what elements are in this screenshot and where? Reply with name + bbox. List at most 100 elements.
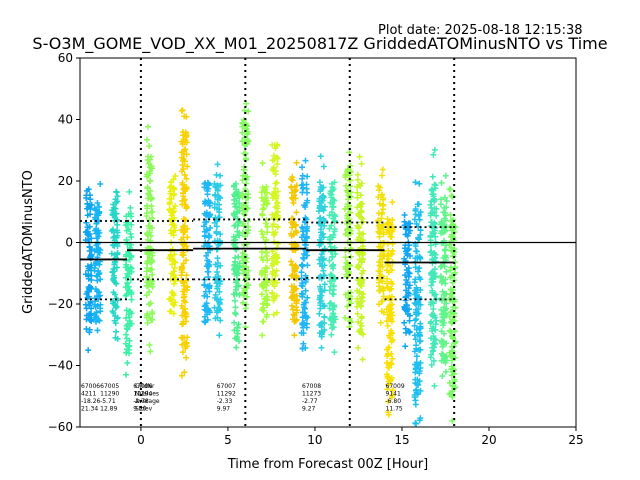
stats-label: -6.80 bbox=[386, 398, 402, 405]
cluster-markers bbox=[143, 123, 156, 355]
cluster-markers bbox=[288, 159, 300, 339]
cluster-markers bbox=[201, 179, 214, 326]
cluster-markers bbox=[108, 188, 121, 342]
y-tick-label: 60 bbox=[58, 51, 73, 65]
point-cluster bbox=[268, 141, 281, 318]
point-cluster bbox=[230, 180, 243, 351]
stats-label: 67006 bbox=[133, 383, 152, 390]
point-cluster bbox=[446, 186, 459, 424]
stats-label: 9.97 bbox=[217, 406, 231, 413]
cluster-markers bbox=[437, 172, 450, 379]
y-tick-label: −60 bbox=[48, 420, 73, 434]
stats-label: -2.78 bbox=[133, 398, 149, 405]
stats-label: 9141 bbox=[386, 391, 401, 398]
cluster-markers bbox=[91, 181, 104, 334]
cluster-markers bbox=[446, 186, 459, 424]
x-axis-label: Time from Forecast 00Z [Hour] bbox=[227, 457, 429, 472]
cluster-markers bbox=[211, 161, 224, 339]
point-cluster bbox=[427, 146, 440, 389]
x-tick-label: 15 bbox=[394, 433, 409, 447]
y-tick-label: 40 bbox=[58, 113, 73, 127]
stats-label: 67009 bbox=[386, 383, 405, 390]
x-axis-ticks: 0 5 10 15 20 25 bbox=[137, 427, 584, 447]
point-cluster bbox=[239, 100, 252, 331]
point-cluster bbox=[342, 149, 355, 330]
cluster-markers bbox=[82, 186, 95, 354]
scatter-points bbox=[82, 100, 459, 427]
point-cluster bbox=[108, 188, 121, 342]
stats-label: Stdev bbox=[135, 406, 153, 413]
stats-label: GridNr bbox=[135, 383, 155, 390]
cluster-markers bbox=[298, 157, 311, 352]
chart-title: S-O3M_GOME_VOD_XX_M01_20250817Z GriddedA… bbox=[32, 34, 608, 53]
stats-label: 4211 bbox=[81, 391, 96, 398]
cluster-markers bbox=[178, 107, 191, 379]
stats-label: -2.33 bbox=[217, 398, 233, 405]
stats-label: 21.34 bbox=[81, 406, 98, 413]
x-tick-label: 0 bbox=[137, 433, 145, 447]
stats-label: 9.20 bbox=[133, 406, 147, 413]
point-cluster bbox=[375, 166, 388, 326]
stats-label: 67008 bbox=[302, 383, 321, 390]
stats-label: NValues bbox=[135, 391, 159, 398]
stats-label: 12.89 bbox=[100, 406, 117, 413]
point-cluster bbox=[258, 160, 271, 339]
point-cluster bbox=[211, 161, 224, 339]
stats-label: -5.71 bbox=[100, 398, 116, 405]
cluster-markers bbox=[401, 212, 414, 350]
point-cluster bbox=[437, 172, 450, 379]
cluster-markers bbox=[375, 166, 388, 326]
stats-label: 11273 bbox=[302, 391, 321, 398]
stats-label: 67006 bbox=[81, 383, 100, 390]
x-tick-label: 10 bbox=[307, 433, 322, 447]
point-cluster bbox=[288, 159, 300, 339]
stats-label: -2.77 bbox=[302, 398, 318, 405]
point-cluster bbox=[91, 181, 104, 334]
stats-label: -18.26 bbox=[81, 398, 101, 405]
y-axis-label: GriddedATOMinusNTO bbox=[21, 170, 36, 314]
stat-lines bbox=[80, 58, 576, 427]
point-cluster bbox=[298, 157, 311, 352]
stats-label: Average bbox=[135, 398, 160, 405]
cluster-markers bbox=[122, 188, 135, 378]
point-cluster bbox=[82, 186, 95, 354]
cluster-markers bbox=[166, 173, 179, 317]
point-cluster bbox=[401, 212, 414, 350]
x-tick-label: 20 bbox=[481, 433, 496, 447]
cluster-markers bbox=[411, 179, 424, 427]
cluster-markers bbox=[326, 179, 339, 356]
point-cluster bbox=[201, 179, 214, 326]
x-tick-label: 25 bbox=[568, 433, 583, 447]
plot-date: Plot date: 2025-08-18 12:15:38 bbox=[378, 23, 583, 38]
y-tick-label: 0 bbox=[65, 236, 73, 250]
y-tick-label: −40 bbox=[48, 359, 73, 373]
cluster-markers bbox=[268, 141, 281, 318]
point-cluster bbox=[166, 173, 179, 317]
cluster-markers bbox=[354, 153, 367, 363]
stats-label: 11294 bbox=[133, 391, 152, 398]
point-cluster bbox=[411, 179, 424, 427]
y-tick-label: 20 bbox=[58, 174, 73, 188]
cluster-markers bbox=[427, 146, 440, 389]
point-cluster bbox=[122, 188, 135, 378]
point-cluster bbox=[178, 107, 191, 379]
stats-labels: 670064211-18.2621.346700511290-5.7112.89… bbox=[81, 383, 405, 413]
stats-label: 11.75 bbox=[386, 406, 403, 413]
y-tick-label: −20 bbox=[48, 297, 73, 311]
point-cluster bbox=[354, 153, 367, 363]
cluster-markers bbox=[258, 160, 271, 339]
cluster-markers bbox=[239, 100, 252, 331]
stats-label: 11292 bbox=[217, 391, 236, 398]
stats-label: 11290 bbox=[100, 391, 119, 398]
y-axis-ticks: −60 −40 −20 0 20 40 60 bbox=[48, 51, 80, 434]
point-cluster bbox=[315, 153, 328, 351]
cluster-markers bbox=[342, 149, 355, 330]
stats-label: 67007 bbox=[217, 383, 236, 390]
cluster-markers bbox=[230, 180, 243, 351]
cluster-markers bbox=[315, 153, 328, 351]
x-tick-label: 5 bbox=[224, 433, 232, 447]
point-cluster bbox=[326, 179, 339, 356]
stats-label: 9.27 bbox=[302, 406, 316, 413]
